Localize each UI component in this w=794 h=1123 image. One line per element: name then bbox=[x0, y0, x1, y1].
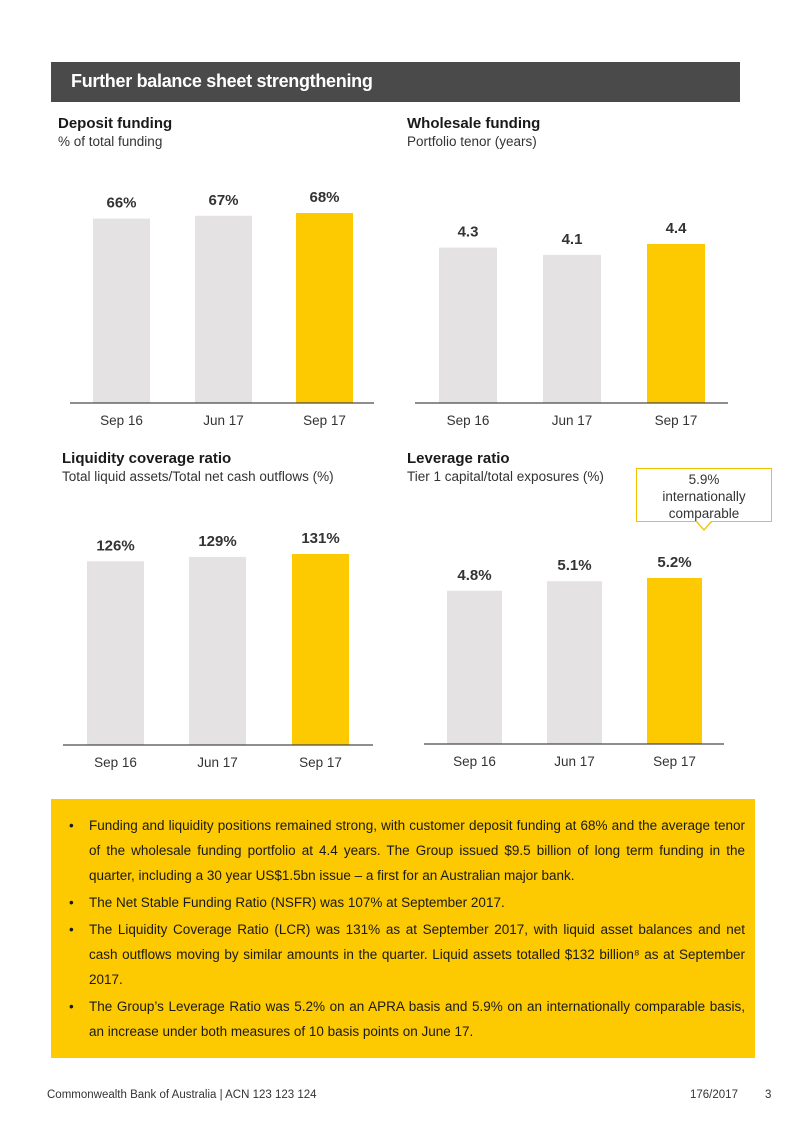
deposit-funding-title: Deposit funding bbox=[58, 115, 173, 132]
lcr-title: Liquidity coverage ratio bbox=[62, 450, 232, 467]
data-label: 131% bbox=[301, 530, 339, 547]
commentary-item-nsfr: The Net Stable Funding Ratio (NSFR) was … bbox=[67, 890, 745, 915]
data-label: 68% bbox=[309, 189, 339, 206]
x-tick-label: Jun 17 bbox=[197, 755, 238, 770]
bar-jun-17 bbox=[189, 556, 246, 745]
leverage-title: Leverage ratio bbox=[407, 450, 510, 467]
bar-sep-17 bbox=[292, 554, 349, 745]
data-label: 4.8% bbox=[457, 567, 491, 584]
data-label: 66% bbox=[106, 195, 136, 212]
data-label: 5.1% bbox=[557, 557, 591, 574]
x-tick-label: Sep 16 bbox=[94, 755, 137, 770]
bar-jun-17 bbox=[195, 215, 252, 403]
x-tick-label: Sep 16 bbox=[100, 413, 143, 428]
footer-date: 176/2017 bbox=[690, 1089, 738, 1101]
callout-line-2: internationally bbox=[662, 489, 746, 504]
x-tick-label: Jun 17 bbox=[203, 413, 244, 428]
data-label: 5.2% bbox=[657, 554, 691, 571]
data-label: 4.1 bbox=[562, 231, 583, 248]
leverage-subtitle: Tier 1 capital/total exposures (%) bbox=[407, 469, 604, 484]
x-tick-label: Sep 16 bbox=[447, 413, 490, 428]
bar-sep-16 bbox=[93, 218, 150, 403]
data-label: 129% bbox=[198, 533, 236, 550]
bar-sep-17 bbox=[296, 213, 353, 403]
x-tick-label: Jun 17 bbox=[552, 413, 593, 428]
x-tick-label: Sep 17 bbox=[655, 413, 698, 428]
bar-sep-17 bbox=[647, 578, 702, 744]
data-label: 67% bbox=[208, 192, 238, 209]
bar-jun-17 bbox=[547, 581, 602, 744]
commentary-item-leverage: The Group’s Leverage Ratio was 5.2% on a… bbox=[67, 994, 745, 1044]
deposit-funding-subtitle: % of total funding bbox=[58, 134, 163, 149]
wholesale-funding-subtitle: Portfolio tenor (years) bbox=[407, 134, 537, 149]
bar-sep-16 bbox=[439, 247, 497, 403]
callout-line-3: comparable bbox=[668, 506, 740, 521]
x-tick-label: Jun 17 bbox=[554, 754, 595, 769]
header-banner: Further balance sheet strengthening bbox=[51, 62, 740, 102]
commentary-item-funding: Funding and liquidity positions remained… bbox=[67, 813, 745, 888]
x-tick-label: Sep 17 bbox=[299, 755, 342, 770]
data-label: 4.4 bbox=[666, 220, 688, 237]
page-number: 3 bbox=[765, 1089, 772, 1101]
callout-pointer bbox=[696, 521, 712, 531]
wholesale-funding-title: Wholesale funding bbox=[407, 115, 541, 132]
leverage-callout: 5.9% internationally comparable bbox=[636, 468, 772, 522]
bar-sep-16 bbox=[87, 561, 144, 745]
x-tick-label: Sep 16 bbox=[453, 754, 496, 769]
callout-line-1: 5.9% bbox=[688, 472, 720, 487]
commentary-item-lcr: The Liquidity Coverage Ratio (LCR) was 1… bbox=[67, 917, 745, 992]
page-title: Further balance sheet strengthening bbox=[71, 71, 373, 91]
commentary-box: Funding and liquidity positions remained… bbox=[51, 799, 755, 1058]
commentary-list: Funding and liquidity positions remained… bbox=[67, 813, 745, 1044]
x-tick-label: Sep 17 bbox=[303, 413, 346, 428]
bar-jun-17 bbox=[543, 254, 601, 403]
data-label: 4.3 bbox=[458, 224, 479, 241]
bar-sep-16 bbox=[447, 590, 502, 744]
lcr-subtitle: Total liquid assets/Total net cash outfl… bbox=[62, 469, 334, 484]
bar-sep-17 bbox=[647, 244, 705, 403]
footer-company: Commonwealth Bank of Australia | ACN 123… bbox=[47, 1089, 317, 1101]
data-label: 126% bbox=[96, 537, 134, 554]
x-tick-label: Sep 17 bbox=[653, 754, 696, 769]
